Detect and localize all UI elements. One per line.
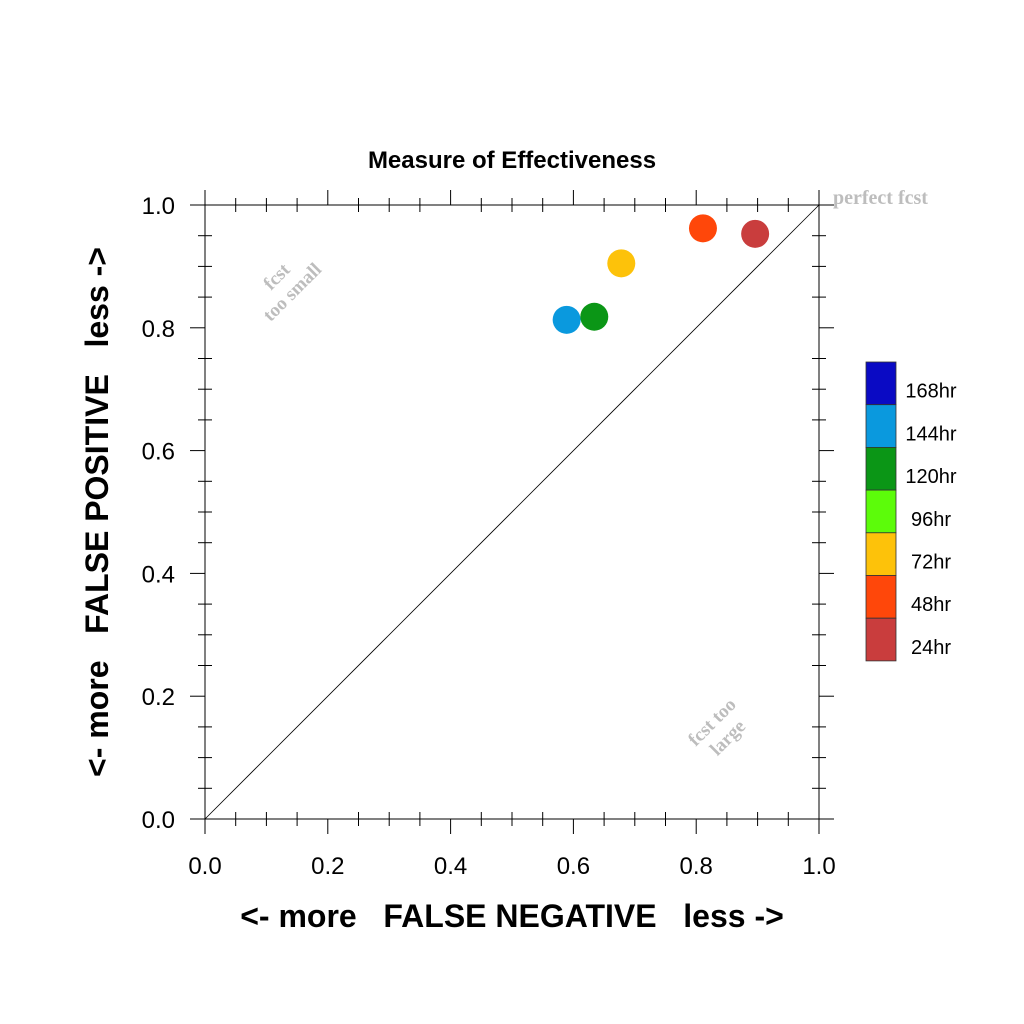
data-point-120hr xyxy=(580,302,609,331)
x-tick-label: 0.2 xyxy=(311,853,344,880)
x-axis-label: <- more FALSE NEGATIVE less -> xyxy=(240,898,784,934)
y-tick-label: 0.0 xyxy=(142,807,175,834)
legend-label: 72hr xyxy=(911,552,951,574)
y-tick-label: 0.6 xyxy=(142,439,175,466)
legend-label: 120hr xyxy=(905,466,956,488)
x-tick-label: 0.4 xyxy=(434,853,467,880)
perfect-forecast-line xyxy=(204,204,820,820)
legend-label: 96hr xyxy=(911,509,951,531)
x-tick-label: 0.6 xyxy=(557,853,590,880)
legend-label: 144hr xyxy=(905,423,956,445)
x-tick-label: 0.0 xyxy=(188,853,221,880)
data-points xyxy=(552,214,770,334)
y-tick-label: 0.4 xyxy=(142,561,175,588)
data-point-72hr xyxy=(607,249,636,278)
y-axis-label: <- more FALSE POSITIVE less -> xyxy=(79,247,115,777)
legend-swatch-144hr xyxy=(865,404,897,448)
legend-label: 168hr xyxy=(905,381,956,403)
y-tick-label: 0.2 xyxy=(142,684,175,711)
data-point-24hr xyxy=(741,219,770,248)
chart-title: Measure of Effectiveness xyxy=(368,147,656,174)
legend-swatch-168hr xyxy=(865,361,897,406)
x-tick-label: 1.0 xyxy=(802,853,835,880)
annotation-too-large: fcst too large xyxy=(684,694,750,760)
data-point-48hr xyxy=(688,214,717,243)
legend-swatch-72hr xyxy=(865,532,897,576)
legend-swatch-24hr xyxy=(865,617,897,662)
legend-swatch-48hr xyxy=(865,575,897,619)
data-point-144hr xyxy=(552,305,581,334)
y-axis-label-group: <- more FALSE POSITIVE less -> xyxy=(79,247,115,777)
legend-swatch-96hr xyxy=(865,489,897,534)
annotation-too-small: fcst too small xyxy=(259,259,326,326)
x-tick-labels: 0.0 0.2 0.4 0.6 0.8 1.0 xyxy=(188,853,835,880)
y-tick-label: 0.8 xyxy=(142,316,175,343)
legend-label: 24hr xyxy=(911,637,951,659)
axis-ticks xyxy=(190,190,834,834)
legend: 168hr 144hr 120hr 96hr 72hr 48hr 24hr xyxy=(865,361,957,662)
annotation-perfect-fcst: perfect fcst xyxy=(833,187,928,209)
y-tick-labels: 0.0 0.2 0.4 0.6 0.8 1.0 xyxy=(142,193,175,834)
y-tick-label: 1.0 xyxy=(142,193,175,220)
x-tick-label: 0.8 xyxy=(680,853,713,880)
legend-swatch-120hr xyxy=(865,446,897,491)
legend-label: 48hr xyxy=(911,594,951,616)
